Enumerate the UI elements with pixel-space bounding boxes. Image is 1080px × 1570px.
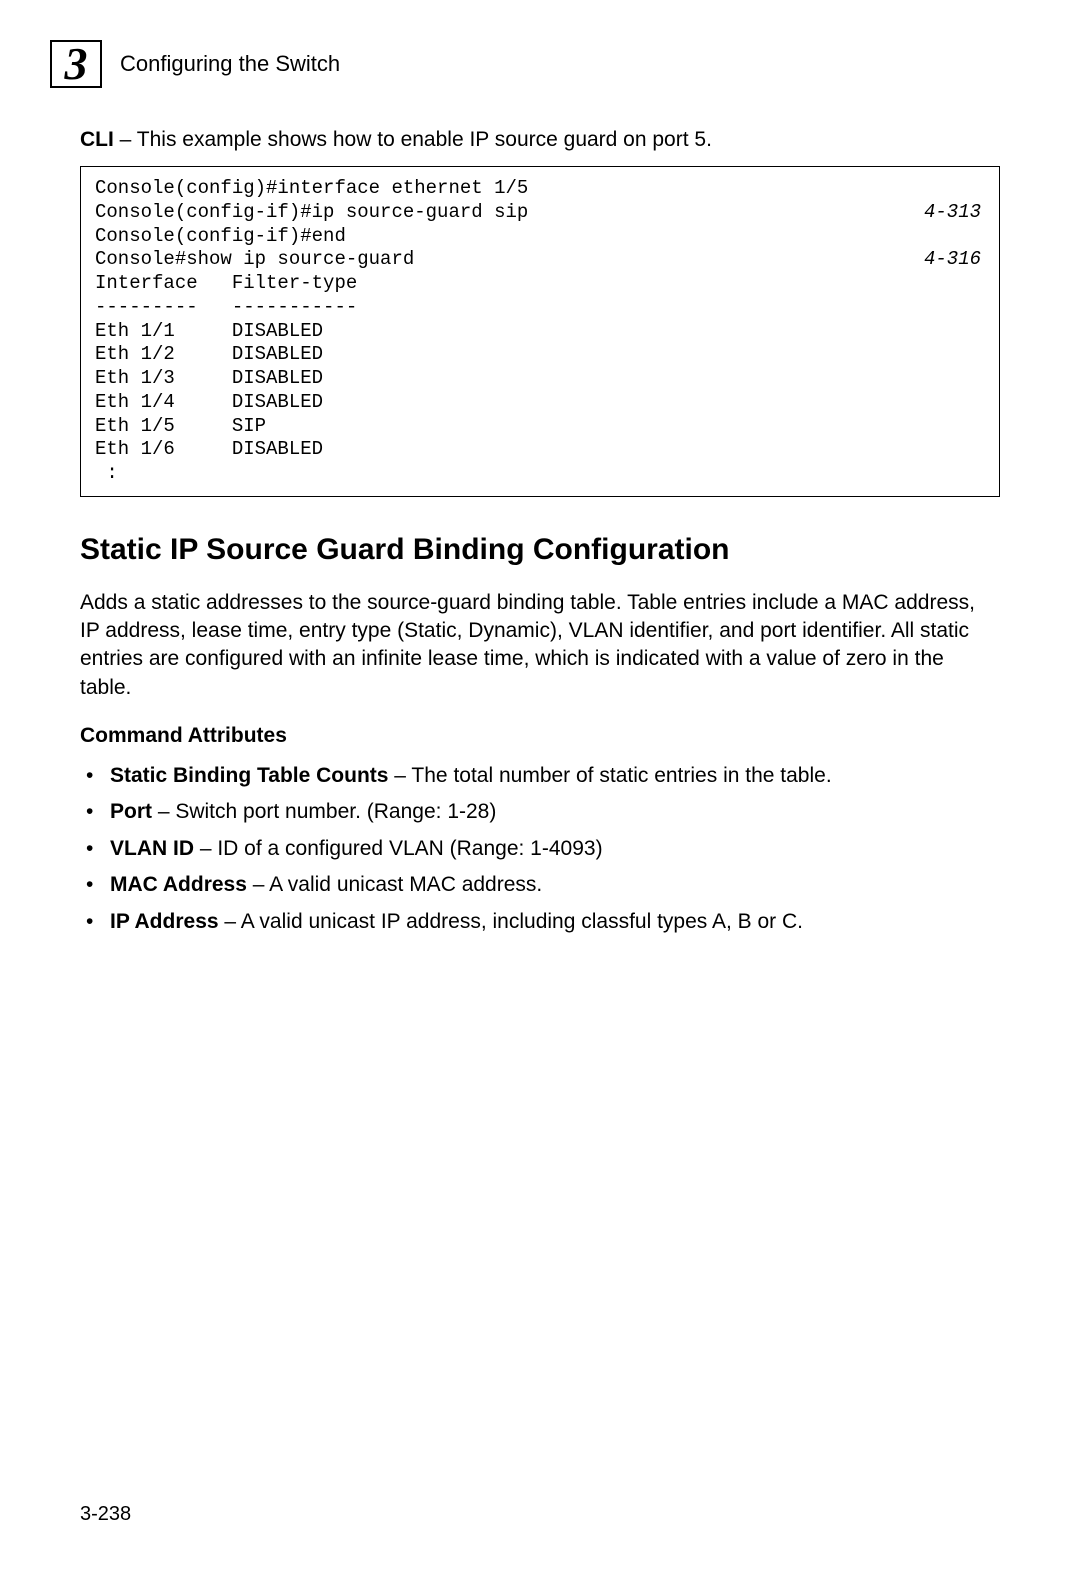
cli-text: Console(config)#interface ethernet 1/5 [95,177,528,201]
cli-line: --------- ----------- [95,296,985,320]
attribute-term: IP Address [110,910,219,933]
cli-line: Eth 1/2 DISABLED [95,343,985,367]
section-paragraph: Adds a static addresses to the source-gu… [80,589,1000,702]
attribute-desc: – A valid unicast MAC address. [247,873,542,896]
cli-text: Eth 1/5 SIP [95,415,266,439]
attribute-term: VLAN ID [110,837,194,860]
cli-line: : [95,462,985,486]
cli-text: Eth 1/4 DISABLED [95,391,323,415]
cli-line: Console#show ip source-guard 4-316 [95,248,985,272]
attribute-desc: – ID of a configured VLAN (Range: 1-4093… [194,837,603,860]
cli-line: Console(config-if)#end [95,225,985,249]
cli-intro-text: – This example shows how to enable IP so… [114,128,712,151]
cli-line: Console(config)#interface ethernet 1/5 [95,177,985,201]
cli-line: Interface Filter-type [95,272,985,296]
content-area: CLI – This example shows how to enable I… [80,128,1000,936]
cli-ref: 4-316 [924,248,985,272]
attribute-item: IP Address – A valid unicast IP address,… [82,908,1000,936]
cli-line: Console(config-if)#ip source-guard sip 4-… [95,201,985,225]
cli-text: Console#show ip source-guard [95,248,414,272]
chapter-number-badge: 3 [50,40,102,88]
cli-text: Interface Filter-type [95,272,357,296]
attribute-item: MAC Address – A valid unicast MAC addres… [82,871,1000,899]
attribute-desc: – Switch port number. (Range: 1-28) [152,800,496,823]
cli-line: Eth 1/4 DISABLED [95,391,985,415]
attributes-list: Static Binding Table Counts – The total … [80,762,1000,936]
attribute-item: Port – Switch port number. (Range: 1-28) [82,798,1000,826]
chapter-title: Configuring the Switch [120,51,340,77]
attribute-term: MAC Address [110,873,247,896]
cli-label-bold: CLI [80,128,114,151]
cli-text: Console(config-if)#ip source-guard sip [95,201,528,225]
attribute-desc: – The total number of static entries in … [388,764,831,787]
cli-example-box: Console(config)#interface ethernet 1/5Co… [80,166,1000,497]
cli-text: Eth 1/6 DISABLED [95,438,323,462]
cli-line: Eth 1/3 DISABLED [95,367,985,391]
cli-line: Eth 1/1 DISABLED [95,320,985,344]
command-attributes-heading: Command Attributes [80,724,1000,748]
page-header: 3 Configuring the Switch [50,40,1000,88]
attribute-term: Port [110,800,152,823]
cli-intro: CLI – This example shows how to enable I… [80,128,1000,152]
cli-line: Eth 1/6 DISABLED [95,438,985,462]
cli-text: Eth 1/1 DISABLED [95,320,323,344]
cli-text: Eth 1/2 DISABLED [95,343,323,367]
cli-text: : [95,462,118,486]
cli-text: --------- ----------- [95,296,357,320]
section-heading: Static IP Source Guard Binding Configura… [80,533,1000,567]
attribute-item: VLAN ID – ID of a configured VLAN (Range… [82,835,1000,863]
attribute-desc: – A valid unicast IP address, including … [219,910,803,933]
attribute-term: Static Binding Table Counts [110,764,388,787]
cli-text: Eth 1/3 DISABLED [95,367,323,391]
cli-text: Console(config-if)#end [95,225,346,249]
cli-line: Eth 1/5 SIP [95,415,985,439]
cli-ref: 4-313 [924,201,985,225]
attribute-item: Static Binding Table Counts – The total … [82,762,1000,790]
page-number: 3-238 [80,1503,131,1526]
